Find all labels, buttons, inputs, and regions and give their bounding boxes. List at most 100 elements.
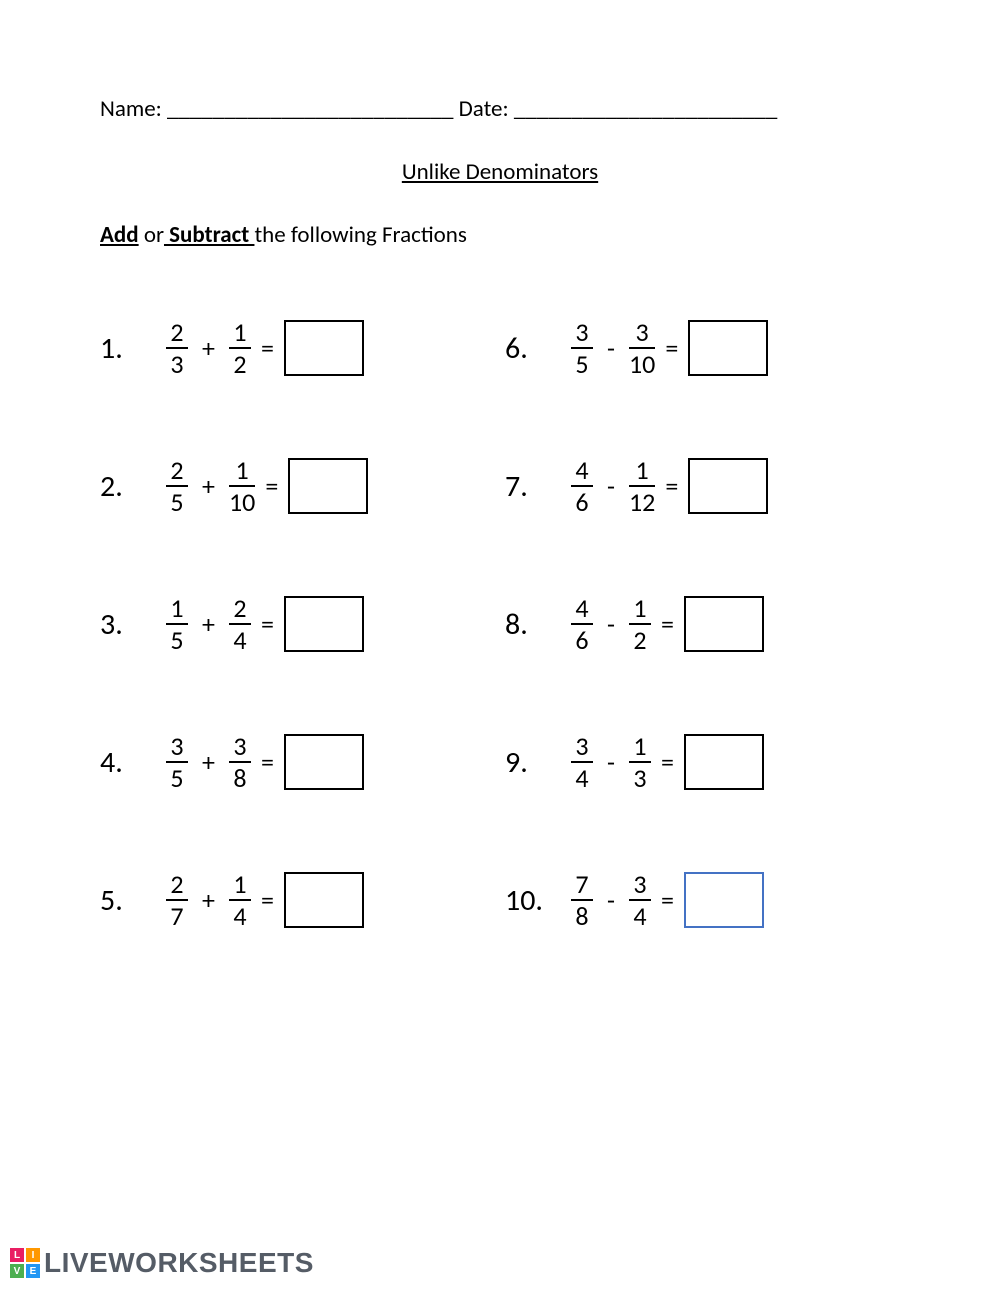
- left-column: 1.23+12=2.25+110=3.15+24=4.35+38=5.27+14…: [100, 319, 495, 929]
- answer-box[interactable]: [688, 320, 768, 376]
- numerator: 2: [170, 871, 183, 899]
- operator: +: [202, 470, 215, 502]
- fraction: 25: [166, 457, 188, 515]
- problem-row: 3.15+24=: [100, 595, 495, 653]
- problem-number: 8.: [505, 606, 567, 643]
- numerator: 3: [636, 319, 649, 347]
- fraction: 12: [629, 595, 651, 653]
- operator: +: [202, 332, 215, 364]
- numerator: 1: [233, 319, 246, 347]
- denominator: 4: [229, 899, 251, 929]
- numerator: 3: [170, 733, 183, 761]
- fraction: 46: [571, 595, 593, 653]
- problem-row: 8.46-12=: [505, 595, 900, 653]
- problem-number: 1.: [100, 330, 162, 367]
- fraction: 27: [166, 871, 188, 929]
- fraction: 46: [571, 457, 593, 515]
- denominator: 7: [166, 899, 188, 929]
- numerator: 1: [633, 733, 646, 761]
- denominator: 2: [229, 347, 251, 377]
- denominator: 2: [629, 623, 651, 653]
- fraction: 38: [229, 733, 251, 791]
- logo-sq-1: L: [10, 1248, 24, 1262]
- fraction: 23: [166, 319, 188, 377]
- problem-row: 2.25+110=: [100, 457, 495, 515]
- fraction: 35: [571, 319, 593, 377]
- answer-box[interactable]: [684, 734, 764, 790]
- operator: -: [607, 746, 615, 778]
- numerator: 3: [575, 733, 588, 761]
- logo-sq-2: I: [26, 1248, 40, 1262]
- answer-box[interactable]: [684, 872, 764, 928]
- equals-sign: =: [661, 746, 674, 778]
- logo-sq-3: V: [10, 1264, 24, 1278]
- denominator: 5: [166, 623, 188, 653]
- answer-box[interactable]: [284, 320, 364, 376]
- fraction: 78: [571, 871, 593, 929]
- equals-sign: =: [261, 746, 274, 778]
- equals-sign: =: [665, 470, 678, 502]
- numerator: 2: [170, 457, 183, 485]
- answer-box[interactable]: [284, 872, 364, 928]
- date-label: Date:: [453, 95, 508, 123]
- answer-box[interactable]: [688, 458, 768, 514]
- numerator: 4: [575, 457, 588, 485]
- answer-box[interactable]: [684, 596, 764, 652]
- denominator: 10: [629, 347, 655, 377]
- denominator: 12: [629, 485, 655, 515]
- fraction: 110: [229, 457, 255, 515]
- denominator: 4: [629, 899, 651, 929]
- answer-box[interactable]: [284, 734, 364, 790]
- denominator: 4: [229, 623, 251, 653]
- fraction: 15: [166, 595, 188, 653]
- numerator: 1: [233, 871, 246, 899]
- answer-box[interactable]: [288, 458, 368, 514]
- instructions: Add or Subtract the following Fractions: [100, 221, 900, 249]
- numerator: 1: [633, 595, 646, 623]
- operator: -: [607, 470, 615, 502]
- logo-icon: L I V E: [10, 1248, 40, 1278]
- logo-sq-4: E: [26, 1264, 40, 1278]
- numerator: 3: [233, 733, 246, 761]
- problem-number: 4.: [100, 744, 162, 781]
- worksheet-title: Unlike Denominators: [100, 158, 900, 186]
- equals-sign: =: [665, 332, 678, 364]
- answer-box[interactable]: [284, 596, 364, 652]
- denominator: 8: [571, 899, 593, 929]
- denominator: 5: [571, 347, 593, 377]
- denominator: 6: [571, 623, 593, 653]
- problem-number: 5.: [100, 882, 162, 919]
- denominator: 10: [229, 485, 255, 515]
- denominator: 3: [166, 347, 188, 377]
- operator: +: [202, 608, 215, 640]
- problem-row: 4.35 +38 =: [100, 733, 495, 791]
- problem-row: 6.35-310=: [505, 319, 900, 377]
- operator: -: [607, 332, 615, 364]
- fraction: 12: [229, 319, 251, 377]
- worksheet-page: Name: _________________________ Date: __…: [0, 0, 1000, 1291]
- denominator: 5: [166, 485, 188, 515]
- numerator: 2: [170, 319, 183, 347]
- equals-sign: =: [661, 884, 674, 916]
- problem-number: 3.: [100, 606, 162, 643]
- operator: +: [202, 884, 215, 916]
- problem-number: 2.: [100, 468, 162, 505]
- equals-sign: =: [261, 884, 274, 916]
- date-blank[interactable]: _______________________: [509, 95, 778, 123]
- problem-number: 9.: [505, 744, 567, 781]
- numerator: 7: [575, 871, 588, 899]
- numerator: 1: [636, 457, 649, 485]
- fraction: 35: [166, 733, 188, 791]
- problem-row: 5.27+14=: [100, 871, 495, 929]
- numerator: 3: [633, 871, 646, 899]
- name-label: Name:: [100, 95, 162, 123]
- instr-rest: the following Fractions: [254, 221, 466, 249]
- numerator: 3: [575, 319, 588, 347]
- operator: +: [202, 746, 215, 778]
- name-blank[interactable]: _________________________: [162, 95, 454, 123]
- problem-row: 1.23+12=: [100, 319, 495, 377]
- operator: -: [607, 608, 615, 640]
- instr-subtract: Subtract: [164, 221, 254, 249]
- problem-row: 9.34-13=: [505, 733, 900, 791]
- problem-number: 10.: [505, 882, 567, 919]
